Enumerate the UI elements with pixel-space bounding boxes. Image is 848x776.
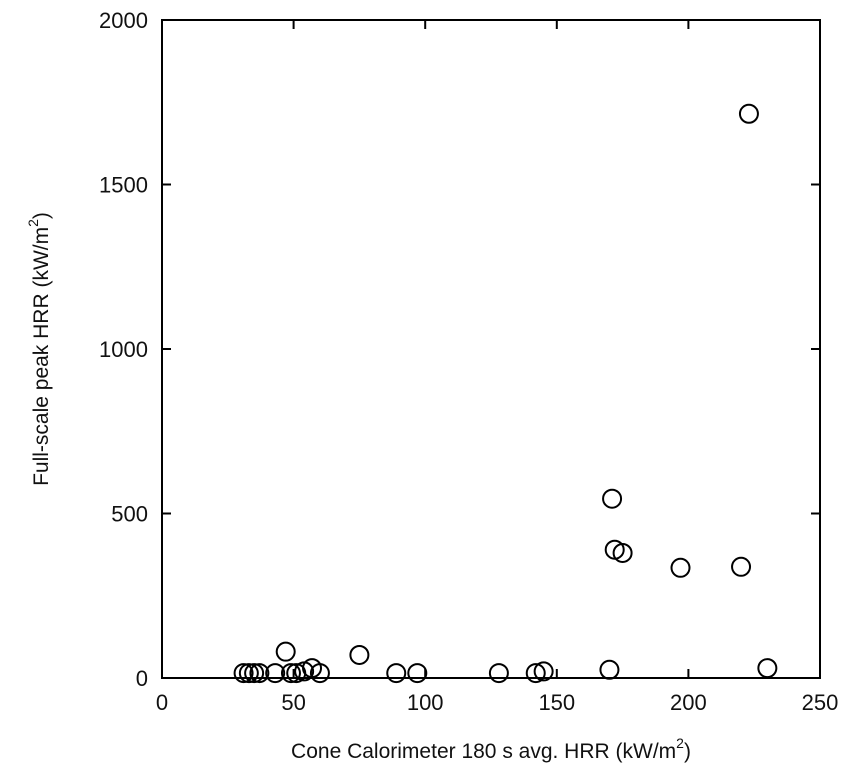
y-axis-title: Full-scale peak HRR (kW/m2) xyxy=(25,212,53,486)
x-tick-label: 250 xyxy=(802,690,839,715)
data-point xyxy=(244,663,265,684)
x-axis-title: Cone Calorimeter 180 s avg. HRR (kW/m2) xyxy=(291,735,691,763)
axis-ticks xyxy=(161,19,821,679)
data-point xyxy=(386,663,407,684)
x-tick-label: 200 xyxy=(670,690,707,715)
tick-labels: 0 50 100 150 200 250 0 500 1000 1500 2000 xyxy=(99,8,838,715)
data-point xyxy=(525,663,546,684)
y-tick-label: 2000 xyxy=(99,8,148,33)
data-point xyxy=(488,663,509,684)
data-point xyxy=(602,488,623,509)
x-tick-label: 100 xyxy=(407,690,444,715)
data-point xyxy=(309,663,330,684)
data-point xyxy=(599,659,620,680)
data-point xyxy=(238,663,259,684)
y-tick-label: 0 xyxy=(136,666,148,691)
data-point xyxy=(738,103,759,124)
x-tick-label: 50 xyxy=(281,690,305,715)
data-point xyxy=(280,663,301,684)
data-point xyxy=(265,663,286,684)
data-point xyxy=(731,556,752,577)
y-tick-label: 1000 xyxy=(99,337,148,362)
data-point xyxy=(407,663,428,684)
x-tick-label: 150 xyxy=(538,690,575,715)
data-point xyxy=(233,663,254,684)
plot-frame xyxy=(161,19,821,679)
data-point xyxy=(670,557,691,578)
data-point xyxy=(612,542,633,563)
data-point xyxy=(249,663,270,684)
y-tick-label: 1500 xyxy=(99,173,148,198)
data-point xyxy=(349,644,370,665)
data-point xyxy=(275,641,296,662)
x-tick-label: 0 xyxy=(156,690,168,715)
data-point xyxy=(757,658,778,679)
data-points xyxy=(233,103,778,684)
data-point xyxy=(533,661,554,682)
y-tick-label: 500 xyxy=(111,502,148,527)
